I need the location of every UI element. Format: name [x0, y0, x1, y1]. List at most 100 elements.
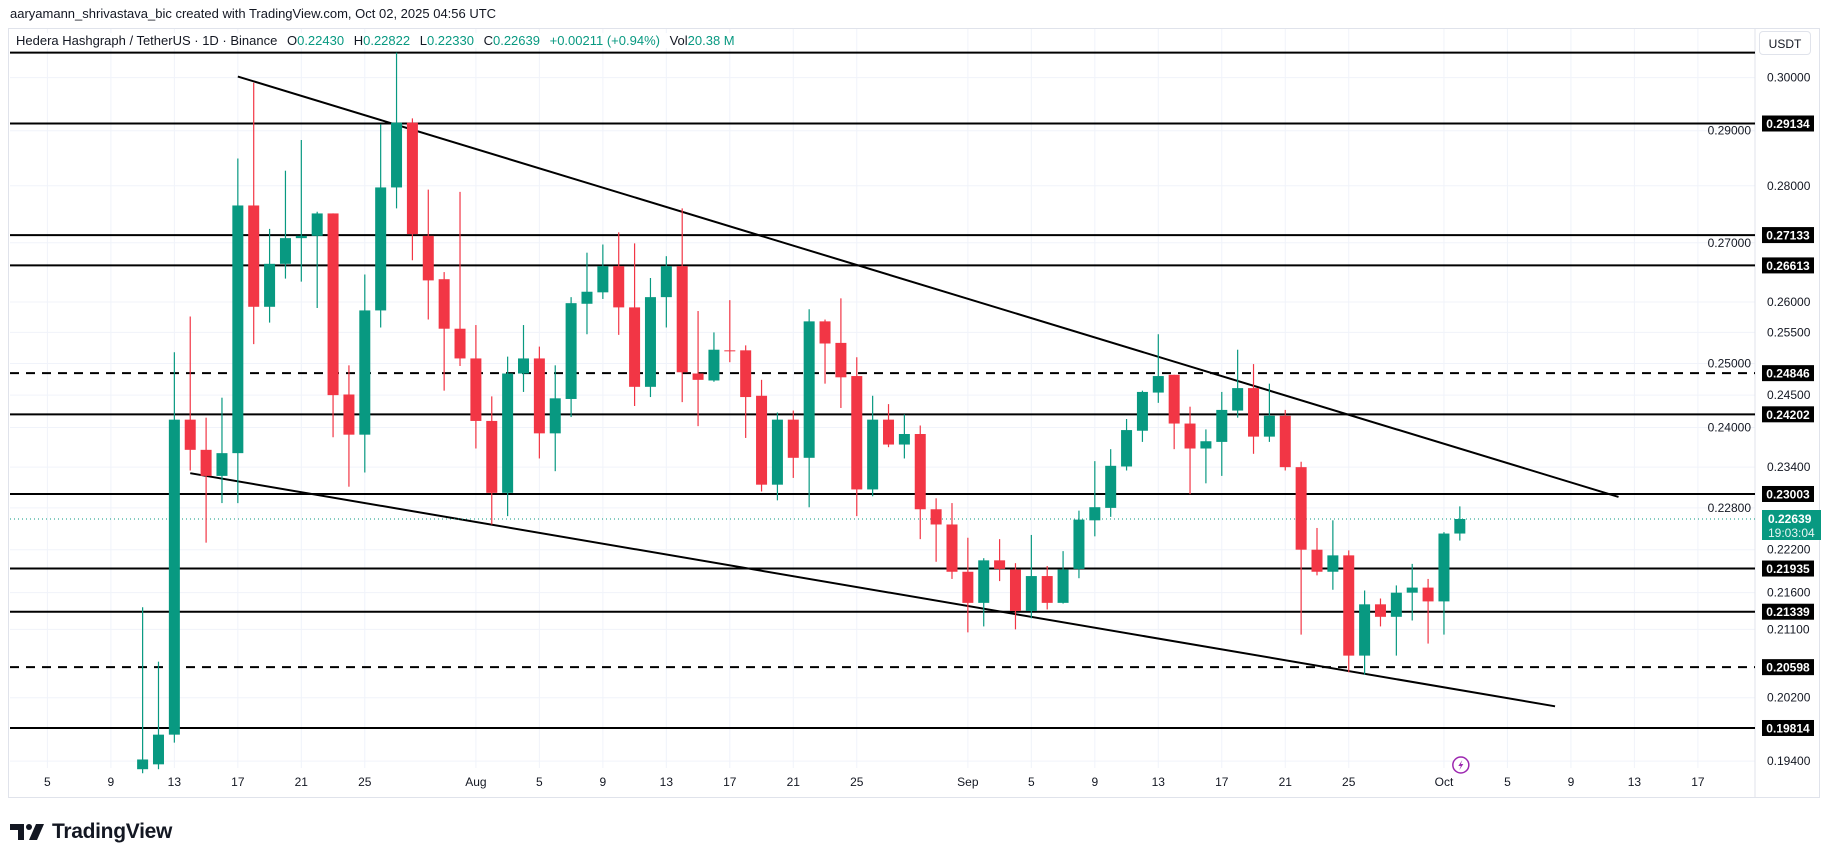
- tradingview-logo[interactable]: TradingView: [10, 820, 172, 844]
- candle-down[interactable]: [454, 191, 466, 366]
- candle-up[interactable]: [502, 356, 514, 517]
- candle-up[interactable]: [1152, 334, 1164, 403]
- currency-button[interactable]: USDT: [1759, 31, 1811, 55]
- candle-up[interactable]: [311, 211, 323, 308]
- level-label-box: [1762, 603, 1814, 620]
- candle-up[interactable]: [375, 124, 387, 328]
- candle-down[interactable]: [248, 82, 260, 345]
- candle-down[interactable]: [422, 189, 434, 320]
- candle-body: [1057, 569, 1069, 603]
- candle-up[interactable]: [518, 325, 529, 392]
- candle-up[interactable]: [867, 395, 879, 497]
- candle-down[interactable]: [533, 346, 545, 459]
- candle-down[interactable]: [1009, 563, 1021, 630]
- candle-body: [819, 321, 831, 344]
- candle-down[interactable]: [1343, 550, 1355, 673]
- candle-up[interactable]: [1216, 391, 1228, 476]
- candle-down[interactable]: [1168, 374, 1180, 450]
- candle-up[interactable]: [279, 170, 291, 279]
- candle-down[interactable]: [1374, 598, 1386, 627]
- lightning-icon[interactable]: [1452, 756, 1470, 774]
- price-tick-label: 0.19400: [1767, 754, 1811, 768]
- candle-down[interactable]: [470, 325, 482, 449]
- candle-down[interactable]: [613, 232, 625, 335]
- candle-up[interactable]: [708, 332, 720, 382]
- candle-up[interactable]: [1073, 510, 1085, 579]
- candle-down[interactable]: [883, 404, 895, 448]
- candle-down[interactable]: [851, 357, 863, 517]
- candle-up[interactable]: [1406, 563, 1418, 621]
- symbol-name[interactable]: Hedera Hashgraph / TetherUS · 1D · Binan…: [16, 33, 278, 48]
- candle-up[interactable]: [1121, 418, 1133, 471]
- candle-up[interactable]: [216, 397, 228, 504]
- candle-down[interactable]: [1279, 409, 1291, 471]
- candle-up[interactable]: [359, 274, 371, 473]
- price-tick-label: 0.20200: [1767, 691, 1811, 705]
- candle-up[interactable]: [391, 52, 403, 209]
- candle-up[interactable]: [565, 297, 577, 418]
- candle-down[interactable]: [962, 537, 974, 633]
- candle-up[interactable]: [644, 278, 656, 398]
- trendline[interactable]: [237, 75, 1619, 498]
- candle-up[interactable]: [168, 352, 180, 743]
- candle-up[interactable]: [803, 309, 815, 508]
- candle-down[interactable]: [406, 118, 418, 261]
- candle-up[interactable]: [1105, 449, 1117, 517]
- candle-up[interactable]: [771, 412, 783, 501]
- candle-up[interactable]: [581, 252, 593, 335]
- candle-up[interactable]: [1025, 534, 1037, 619]
- candle-up[interactable]: [1263, 383, 1275, 442]
- candle-up[interactable]: [152, 661, 164, 770]
- candle-down[interactable]: [676, 208, 688, 403]
- candle-up[interactable]: [1232, 349, 1244, 418]
- candle-down[interactable]: [486, 396, 498, 525]
- price-axis[interactable]: 0.30000 0.29000 0.28000 0.27000 0.26000 0.255…: [1708, 71, 1811, 769]
- candle-up[interactable]: [1057, 551, 1069, 604]
- candle-down[interactable]: [327, 213, 339, 438]
- time-axis[interactable]: 5 9 13 17 21 25 Aug 5 9 13 17 21 25 Sep 5 9 13 17 21 25 Oct 5…: [44, 775, 1705, 789]
- candle-up[interactable]: [597, 244, 609, 299]
- candle-down[interactable]: [184, 316, 196, 471]
- candle-up[interactable]: [137, 607, 149, 774]
- candle-up[interactable]: [1438, 532, 1450, 635]
- candle-up[interactable]: [264, 228, 276, 323]
- candle-down[interactable]: [343, 365, 355, 487]
- candle-down[interactable]: [438, 272, 450, 391]
- candle-up[interactable]: [898, 414, 910, 459]
- candle-up[interactable]: [1089, 461, 1101, 537]
- candle-down[interactable]: [1184, 406, 1196, 495]
- candle-up[interactable]: [1200, 429, 1212, 484]
- candle-down[interactable]: [1295, 461, 1307, 635]
- candle-body: [1009, 569, 1021, 611]
- candle-up[interactable]: [1454, 506, 1466, 541]
- candle-down[interactable]: [756, 379, 768, 492]
- candle-down[interactable]: [1422, 578, 1434, 644]
- candle-up[interactable]: [978, 558, 990, 627]
- candle-down[interactable]: [200, 417, 212, 543]
- candle-down[interactable]: [930, 498, 942, 562]
- candle-down[interactable]: [1311, 527, 1323, 576]
- candle-down[interactable]: [946, 503, 958, 579]
- candle-up[interactable]: [549, 365, 561, 472]
- candle-down[interactable]: [1248, 364, 1260, 454]
- candle-down[interactable]: [994, 539, 1006, 582]
- candle-up[interactable]: [1327, 520, 1339, 590]
- candle-down[interactable]: [787, 410, 799, 478]
- candle-down[interactable]: [724, 300, 736, 363]
- candle-up[interactable]: [295, 139, 307, 282]
- candle-up[interactable]: [1359, 590, 1371, 675]
- candle-down[interactable]: [629, 243, 641, 407]
- candle-down[interactable]: [835, 298, 847, 408]
- candle-down[interactable]: [740, 345, 752, 438]
- event-marker[interactable]: [1452, 756, 1470, 774]
- candle-up[interactable]: [660, 256, 672, 328]
- candle-up[interactable]: [1136, 390, 1148, 442]
- candle-down[interactable]: [914, 425, 926, 540]
- candle-down[interactable]: [819, 319, 831, 384]
- candle-up[interactable]: [232, 158, 244, 504]
- candle-down[interactable]: [1041, 566, 1053, 610]
- candle-up[interactable]: [1390, 585, 1402, 656]
- candle-down[interactable]: [692, 311, 704, 427]
- trendline[interactable]: [190, 472, 1556, 708]
